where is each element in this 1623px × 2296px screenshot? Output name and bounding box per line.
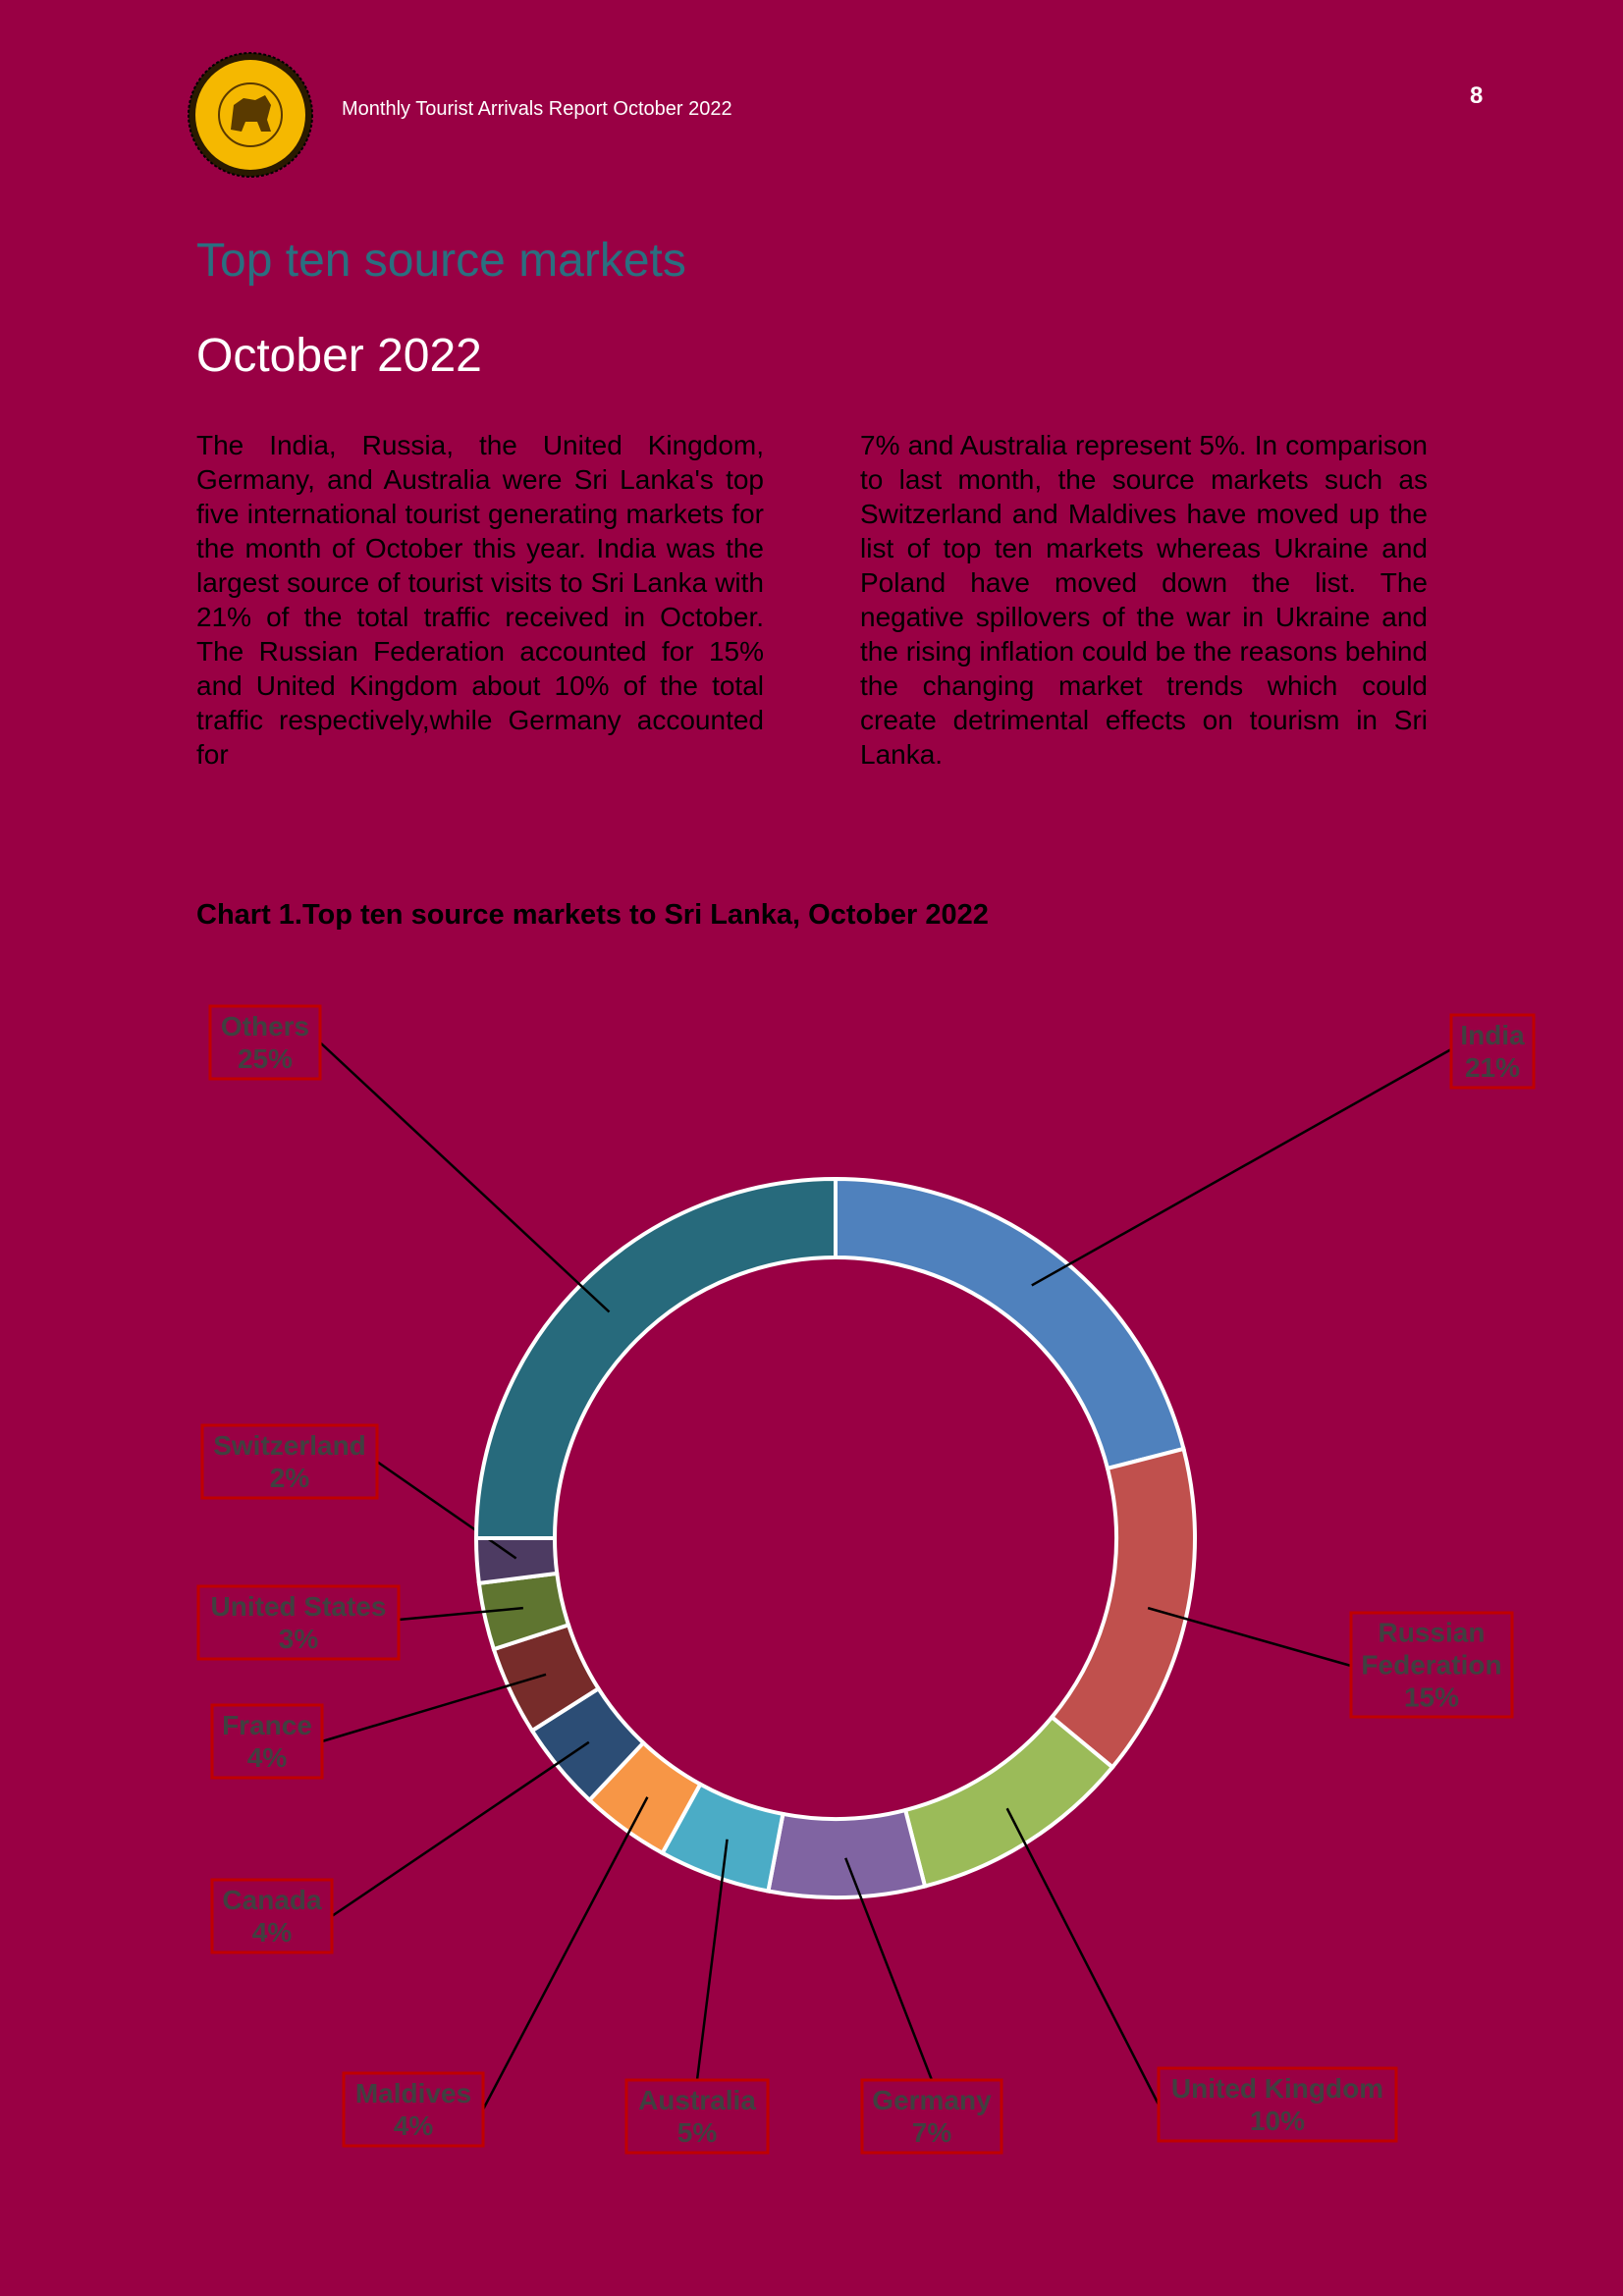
- data-label-name-france: France: [222, 1710, 312, 1740]
- data-label-value-russian-federation: 15%: [1404, 1682, 1459, 1713]
- leader-line-australia: [695, 1839, 729, 2081]
- data-label-value-switzerland: 2%: [270, 1463, 310, 1493]
- data-label-box-australia: [624, 2078, 770, 2155]
- data-label-name-united-kingdom: United Kingdom: [1171, 2073, 1383, 2104]
- leader-line-russian-federation: [1147, 1606, 1352, 1668]
- data-label-box-united-kingdom: [1157, 2066, 1398, 2143]
- body-text-right-column: 7% and Australia represent 5%. In compar…: [860, 430, 1428, 770]
- data-label-name-germany: Germany: [872, 2085, 992, 2115]
- data-label-value-india: 21%: [1465, 1052, 1520, 1083]
- donut-slice-india: [834, 1176, 1186, 1471]
- data-label-box-switzerland: [200, 1423, 379, 1500]
- data-label-name-switzerland: Switzerland: [213, 1430, 366, 1461]
- data-label-value-australia: 5%: [677, 2117, 718, 2148]
- donut-slice-russian-federation: [1049, 1446, 1197, 1771]
- leader-line-united-kingdom: [1005, 1807, 1161, 2106]
- data-label-name-russian-federation: Federation: [1361, 1650, 1501, 1681]
- data-label-box-united-states: [196, 1584, 401, 1661]
- data-label-box-maldives: [342, 2071, 485, 2148]
- data-label-name-russian-federation: Russian: [1379, 1618, 1486, 1648]
- leader-line-others: [319, 1041, 611, 1313]
- chart-title: Chart 1.Top ten source markets to Sri La…: [196, 899, 989, 931]
- data-label-value-united-kingdom: 10%: [1250, 2106, 1305, 2136]
- data-label-value-others: 25%: [238, 1043, 293, 1074]
- data-label-name-others: Others: [221, 1011, 309, 1041]
- donut-slice-germany: [766, 1807, 928, 1899]
- data-label-box-india: [1449, 1013, 1536, 1090]
- leader-line-canada: [331, 1740, 590, 1918]
- data-label-box-germany: [860, 2078, 1003, 2155]
- leader-line-united-states: [398, 1606, 523, 1622]
- tourism-authority-logo: [188, 52, 313, 178]
- leader-line-india: [1031, 1047, 1452, 1287]
- data-label-name-india: India: [1460, 1020, 1525, 1050]
- leader-line-germany: [844, 1857, 934, 2081]
- data-label-value-france: 4%: [247, 1742, 288, 1773]
- data-label-box-canada: [210, 1878, 334, 1954]
- data-label-name-maldives: Maldives: [355, 2078, 471, 2109]
- data-label-name-australia: Australia: [638, 2085, 756, 2115]
- data-label-value-germany: 7%: [912, 2117, 952, 2148]
- body-text-left-column: The India, Russia, the United Kingdom, G…: [196, 430, 764, 770]
- page-number: 8: [1470, 82, 1484, 109]
- data-label-box-france: [210, 1703, 324, 1780]
- donut-slice-switzerland: [473, 1536, 560, 1586]
- donut-slice-united-kingdom: [902, 1714, 1115, 1889]
- data-label-box-russian-federation: [1349, 1611, 1514, 1719]
- data-label-value-canada: 4%: [252, 1917, 293, 1948]
- leader-line-france: [321, 1673, 547, 1743]
- report-header-title: Monthly Tourist Arrivals Report October …: [342, 98, 732, 120]
- leader-line-maldives: [481, 1796, 649, 2110]
- data-label-value-maldives: 4%: [394, 2110, 434, 2141]
- donut-slice-others: [473, 1176, 838, 1540]
- data-label-name-canada: Canada: [222, 1885, 322, 1915]
- data-label-name-united-states: United States: [211, 1591, 387, 1622]
- data-label-value-united-states: 3%: [279, 1624, 319, 1654]
- section-subtitle: October 2022: [196, 330, 482, 382]
- data-label-box-others: [208, 1004, 322, 1081]
- section-title: Top ten source markets: [196, 235, 686, 287]
- leader-line-switzerland: [376, 1460, 517, 1560]
